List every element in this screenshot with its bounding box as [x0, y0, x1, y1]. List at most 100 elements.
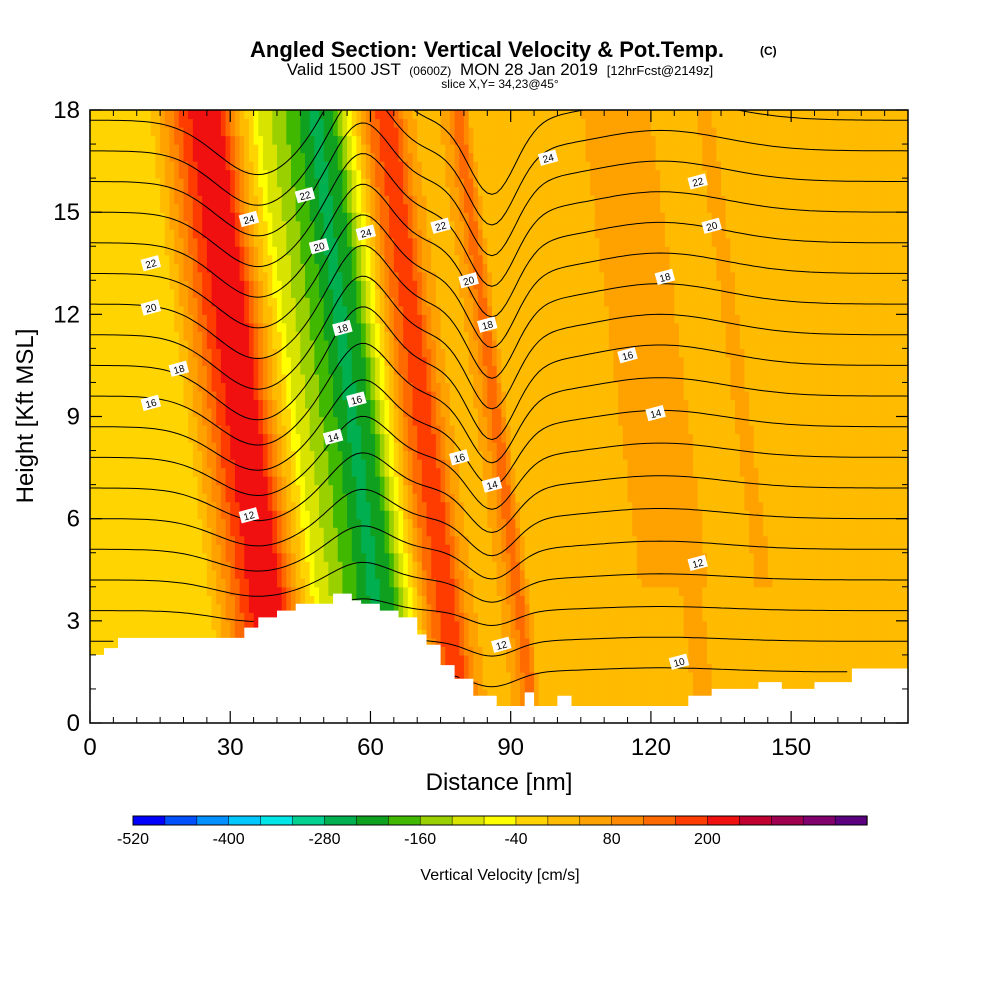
heatmap-cell	[230, 459, 236, 469]
heatmap-cell	[183, 263, 189, 273]
heatmap-cell	[248, 390, 255, 401]
heatmap-cell	[272, 314, 278, 324]
heatmap-cell	[113, 203, 119, 213]
heatmap-cell	[160, 459, 166, 469]
heatmap-cell	[272, 544, 278, 554]
heatmap-cell	[300, 152, 306, 162]
heatmap-cell	[206, 254, 213, 264]
heatmap-cell	[202, 237, 208, 247]
heatmap-cell	[244, 620, 250, 630]
heatmap-cell	[113, 450, 119, 460]
heatmap-cell	[370, 118, 376, 128]
heatmap-cell	[230, 331, 236, 341]
heatmap-cell	[192, 212, 199, 222]
heatmap-cell	[239, 407, 245, 418]
heatmap-cell	[169, 552, 175, 562]
heatmap-cell	[384, 416, 390, 426]
heatmap-cell	[230, 280, 236, 290]
heatmap-cell	[160, 118, 166, 128]
heatmap-cell	[104, 314, 110, 324]
heatmap-cell	[276, 322, 283, 332]
heatmap-cell	[389, 237, 395, 247]
heatmap-cell	[328, 442, 334, 452]
heatmap-cell	[333, 169, 339, 179]
heatmap-cell	[351, 118, 358, 128]
heatmap-cell	[122, 501, 128, 511]
heatmap-cell	[188, 322, 194, 332]
heatmap-cell	[169, 569, 175, 579]
heatmap-cell	[379, 288, 386, 298]
heatmap-cell	[262, 527, 269, 537]
heatmap-cell	[192, 459, 199, 469]
heatmap-cell	[314, 161, 320, 171]
heatmap-cell	[248, 186, 255, 196]
heatmap-cell	[127, 365, 133, 375]
heatmap-cell	[127, 178, 133, 188]
heatmap-cell	[104, 425, 110, 435]
heatmap-cell	[127, 476, 133, 486]
heatmap-cell	[412, 544, 418, 554]
heatmap-cell	[155, 544, 161, 554]
heatmap-cell	[248, 561, 255, 571]
heatmap-cell	[160, 314, 166, 324]
heatmap-cell	[337, 501, 344, 511]
heatmap-cell	[90, 527, 96, 537]
heatmap-cell	[183, 152, 189, 162]
heatmap-cell	[104, 407, 110, 418]
heatmap-cell	[286, 569, 292, 579]
heatmap-cell	[267, 118, 273, 128]
heatmap-cell	[136, 237, 143, 247]
heatmap-cell	[248, 263, 255, 273]
heatmap-cell	[230, 127, 236, 137]
heatmap-cell	[192, 203, 199, 213]
heatmap-cell	[192, 263, 199, 273]
heatmap-cell	[178, 476, 185, 486]
heatmap-cell	[328, 399, 334, 409]
heatmap-cell	[104, 186, 110, 196]
heatmap-cell	[127, 425, 133, 435]
heatmap-cell	[370, 280, 376, 290]
heatmap-cell	[351, 280, 358, 290]
heatmap-cell	[356, 407, 362, 418]
heatmap-cell	[146, 110, 152, 120]
heatmap-cell	[141, 127, 147, 137]
heatmap-cell	[258, 501, 264, 511]
heatmap-cell	[389, 442, 395, 452]
heatmap-cell	[220, 433, 227, 443]
subtitle-utc: (0600Z)	[409, 64, 451, 78]
heatmap-cell	[216, 595, 222, 605]
heatmap-cell	[361, 527, 367, 537]
heatmap-cell	[272, 407, 278, 418]
heatmap-cell	[365, 595, 372, 605]
heatmap-cell	[127, 246, 133, 256]
heatmap-cell	[328, 578, 334, 588]
heatmap-cell	[281, 110, 287, 120]
heatmap-cell	[99, 288, 105, 298]
heatmap-cell	[239, 552, 245, 562]
heatmap-cell	[309, 297, 315, 307]
heatmap-cell	[127, 450, 133, 460]
heatmap-cell	[356, 459, 362, 469]
heatmap-cell	[398, 467, 404, 477]
heatmap-cell	[211, 161, 217, 171]
heatmap-cell	[202, 518, 208, 528]
heatmap-cell	[188, 382, 194, 392]
heatmap-cell	[132, 135, 138, 145]
heatmap-cell	[234, 416, 241, 426]
heatmap-cell	[118, 322, 124, 332]
heatmap-cell	[230, 425, 236, 435]
heatmap-cell	[211, 390, 217, 401]
heatmap-cell	[258, 365, 264, 375]
heatmap-cell	[192, 254, 199, 264]
heatmap-cell	[178, 195, 185, 205]
heatmap-cell	[286, 178, 292, 188]
heatmap-cell	[197, 186, 203, 196]
heatmap-cell	[132, 373, 138, 384]
heatmap-cell	[211, 501, 217, 511]
heatmap-cell	[141, 271, 147, 281]
heatmap-cell	[393, 476, 400, 486]
heatmap-cell	[155, 629, 161, 639]
heatmap-cell	[286, 527, 292, 537]
heatmap-cell	[384, 339, 390, 349]
heatmap-cell	[183, 433, 189, 443]
